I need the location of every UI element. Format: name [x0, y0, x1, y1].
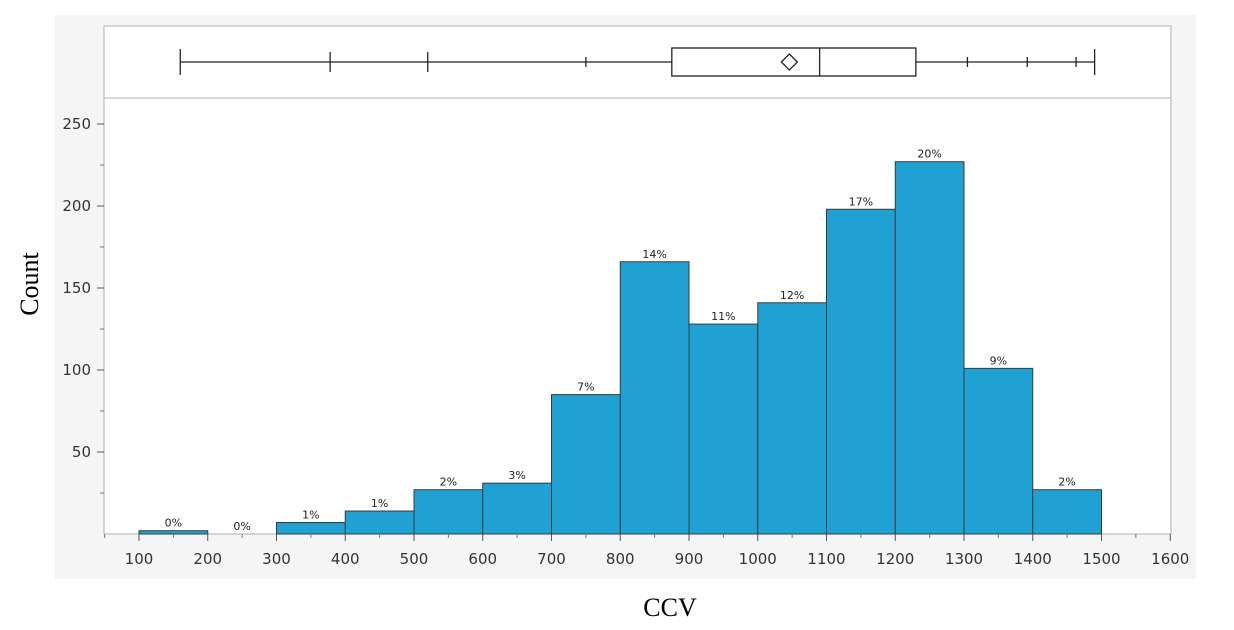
x-tick-label: 600: [468, 550, 497, 568]
x-tick-label: 700: [537, 550, 566, 568]
bar-percent-label: 17%: [849, 195, 873, 208]
histogram-bar: [826, 208, 896, 535]
box-plot: [179, 47, 1096, 77]
histogram-bar: [138, 530, 209, 535]
x-tick-label: 100: [125, 550, 154, 568]
histogram-bar: [482, 482, 552, 535]
histogram-bar: [344, 510, 415, 535]
y-tick-label: 250: [62, 115, 91, 133]
mean-diamond: [780, 53, 799, 71]
histogram-bar: [619, 261, 690, 535]
y-axis: 50 100 150 200 250: [62, 115, 104, 494]
x-tick-label: 1500: [1082, 550, 1120, 568]
histogram-bar: [688, 323, 759, 535]
bar-percent-label: 2%: [440, 476, 457, 489]
x-tick-label: 500: [400, 550, 429, 568]
x-tick-label: 1100: [807, 550, 845, 568]
histogram-bar: [894, 161, 965, 535]
x-tick-label: 400: [331, 550, 360, 568]
x-tick-label: 1200: [876, 550, 914, 568]
histogram-bar: [413, 489, 484, 535]
x-tick-label: 1400: [1014, 550, 1052, 568]
x-axis-title: CCV: [643, 593, 697, 622]
bar-percent-label: 12%: [780, 289, 804, 302]
x-tick-label: 900: [675, 550, 704, 568]
bar-percent-label: 1%: [302, 509, 319, 522]
bar-percent-label: 9%: [990, 354, 1007, 367]
histogram-bar: [757, 302, 827, 535]
bar-percent-label: 7%: [577, 381, 594, 394]
histogram-bar: [963, 367, 1034, 535]
percent-labels: 0% 0% 1% 1% 2% 3% 7% 14% 11% 12% 17% 20% 9% 2%: [165, 148, 1076, 533]
y-tick-label: 100: [62, 361, 91, 379]
x-axis: 100 200 300 400 500 600 700 800 900 1000 1100 1200 1…: [104, 534, 1189, 568]
histogram-bar: [1032, 489, 1102, 535]
x-tick-label: 800: [606, 550, 635, 568]
x-tick-label: 1600: [1151, 550, 1189, 568]
bar-percent-label: 3%: [508, 469, 525, 482]
histogram-bar: [276, 522, 346, 535]
y-axis-title: Count: [15, 251, 44, 315]
histogram-bars: [138, 161, 1102, 535]
x-tick-label: 200: [193, 550, 222, 568]
bar-percent-label: 1%: [371, 497, 388, 510]
bar-percent-label: 14%: [642, 248, 666, 261]
bar-percent-label: 2%: [1058, 476, 1075, 489]
x-tick-label: 300: [262, 550, 291, 568]
y-tick-label: 150: [62, 279, 91, 297]
x-tick-label: 1300: [945, 550, 983, 568]
bar-percent-label: 0%: [233, 520, 250, 533]
histogram-bar: [551, 394, 621, 535]
y-tick-label: 50: [72, 443, 91, 461]
x-tick-label: 1000: [739, 550, 777, 568]
bar-percent-label: 0%: [165, 517, 182, 530]
y-tick-label: 200: [62, 197, 91, 215]
bar-percent-label: 11%: [711, 310, 735, 323]
bar-percent-label: 20%: [917, 148, 941, 161]
